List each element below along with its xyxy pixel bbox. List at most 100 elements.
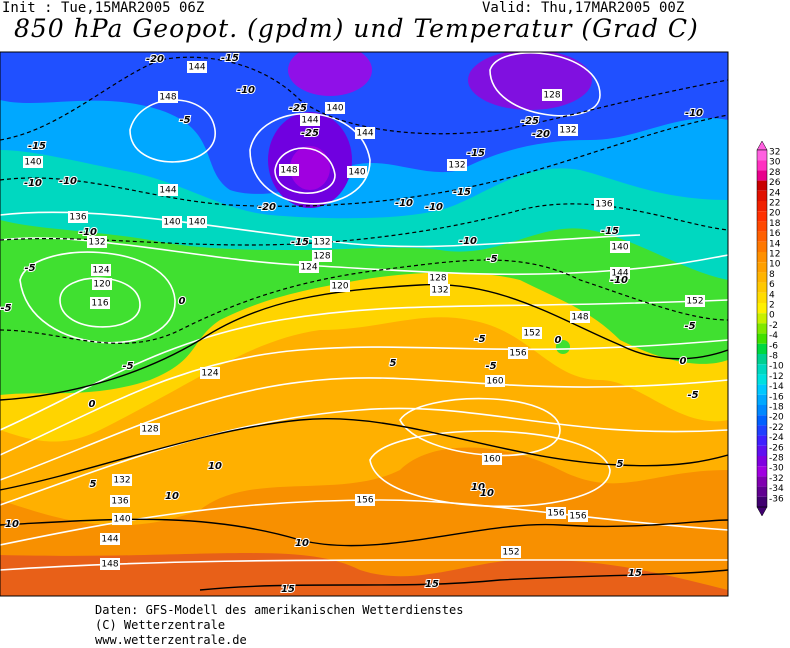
colorbar-label: -26: [769, 443, 784, 453]
geopotential-label: 152: [523, 329, 540, 339]
geopotential-label-box: [610, 267, 630, 279]
geopotential-label: 132: [313, 238, 330, 248]
colorbar-arrow-top: [756, 140, 768, 151]
colorbar-label: 24: [769, 188, 781, 198]
geopotential-label: 140: [326, 104, 343, 114]
geopotential-label: 128: [429, 274, 446, 284]
temperature-label: 15: [281, 584, 295, 595]
geopotential-label-box: [90, 297, 110, 309]
geopotential-label-box: [112, 474, 132, 486]
geopotential-label: 156: [509, 349, 526, 359]
geopotential-label-box: [428, 272, 448, 284]
colorbar-label: 14: [769, 239, 781, 249]
geopotential-label: 140: [348, 168, 365, 178]
geopotential-label: 156: [356, 496, 373, 506]
geopotential-label: 144: [301, 116, 318, 126]
temperature-label: 10: [165, 491, 179, 502]
geopotential-label-box: [187, 216, 207, 228]
geopotential-label-box: [140, 423, 160, 435]
colorbar-label: -18: [769, 403, 784, 413]
colorbar-label: -8: [769, 352, 778, 362]
geopotential-label-box: [91, 264, 111, 276]
colorbar-label: -24: [769, 433, 784, 443]
colorbar-swatch: [757, 374, 767, 385]
temperature-label: 0: [179, 296, 186, 307]
colorbar-swatch: [757, 201, 767, 212]
geopotential-label-box: [187, 61, 207, 73]
geopotential-label: 156: [547, 509, 564, 519]
temperature-label: -15: [291, 237, 309, 248]
geopotential-label: 132: [113, 476, 130, 486]
geopotential-label: 148: [159, 93, 176, 103]
temperature-label: 10: [5, 519, 19, 530]
temperature-label: 0: [89, 399, 96, 410]
temperature-label: -15: [221, 53, 239, 64]
geopotential-label-box: [158, 91, 178, 103]
colorbar-swatch: [757, 211, 767, 222]
colorbar-swatch: [757, 384, 767, 395]
geopotential-label: 144: [611, 269, 628, 279]
colorbar-swatch: [757, 466, 767, 477]
colorbar-swatch: [757, 476, 767, 487]
geopotential-label: 144: [188, 63, 205, 73]
colorbar-swatch: [757, 425, 767, 436]
footer-copyright: (C) Wetterzentrale: [95, 618, 226, 632]
footer: Daten: GFS-Modell des amerikanischen Wet…: [95, 603, 463, 648]
colorbar-swatch: [757, 292, 767, 303]
colorbar-swatch: [757, 160, 767, 171]
colorbar-label: -16: [769, 392, 784, 402]
colorbar-label: -12: [769, 372, 784, 382]
temperature-label: -20: [146, 54, 164, 65]
geopotential-label-box: [299, 261, 319, 273]
geopotential-label: 160: [486, 377, 503, 387]
map-frame: [0, 51, 729, 597]
colorbar-label: -4: [769, 331, 778, 341]
geopotential-label: 136: [69, 213, 86, 223]
temperature-label: 15: [628, 568, 642, 579]
geopotential-label-box: [325, 102, 345, 114]
temperature-label: -15: [467, 148, 485, 159]
geopotential-label: 156: [569, 512, 586, 522]
temperature-label: -25: [521, 116, 539, 127]
colorbar-label: -2: [769, 321, 778, 331]
geopotential-label-box: [447, 159, 467, 171]
temperature-label: -25: [301, 128, 319, 139]
geopotential-label-box: [110, 495, 130, 507]
geopotential-label-box: [558, 124, 578, 136]
colorbar-swatch: [757, 456, 767, 467]
colorbar-swatch: [757, 496, 767, 507]
temperature-label: 10: [471, 482, 485, 493]
valid-time: Valid: Thu,17MAR2005 00Z: [482, 0, 685, 16]
temperature-label: 5: [90, 479, 97, 490]
geopotential-label: 140: [24, 158, 41, 168]
colorbar-swatch: [757, 272, 767, 283]
colorbar-label: -6: [769, 341, 778, 351]
colorbar-swatch: [757, 313, 767, 324]
colorbar-label: 6: [769, 280, 775, 290]
footer-url: www.wetterzentrale.de: [95, 633, 247, 647]
temperature-label: -10: [24, 178, 42, 189]
colorbar-swatch: [757, 364, 767, 375]
geopotential-label-box: [355, 494, 375, 506]
colorbar-label: -32: [769, 474, 784, 484]
geopotential-label: 140: [611, 243, 628, 253]
colorbar-label: 8: [769, 270, 775, 280]
geopotential-label: 148: [280, 166, 297, 176]
colorbar-label: -10: [769, 362, 784, 372]
temperature-label: 0: [680, 356, 687, 367]
geopotential-label-box: [300, 114, 320, 126]
temperature-label: 10: [295, 538, 309, 549]
temperature-label: -20: [258, 202, 276, 213]
geopotential-label: 116: [91, 299, 108, 309]
colorbar-label: -22: [769, 423, 784, 433]
colorbar-swatch: [757, 231, 767, 242]
temperature-label: -10: [459, 236, 477, 247]
colorbar-label: 28: [769, 168, 781, 178]
geopotential-label-box: [330, 280, 350, 292]
colorbar-swatch: [757, 323, 767, 334]
geopotential-label: 132: [559, 126, 576, 136]
map-title: 850 hPa Geopot. (gpdm) und Temperatur (G…: [14, 14, 699, 43]
geopotential-label-box: [87, 236, 107, 248]
geopotential-label: 140: [113, 515, 130, 525]
